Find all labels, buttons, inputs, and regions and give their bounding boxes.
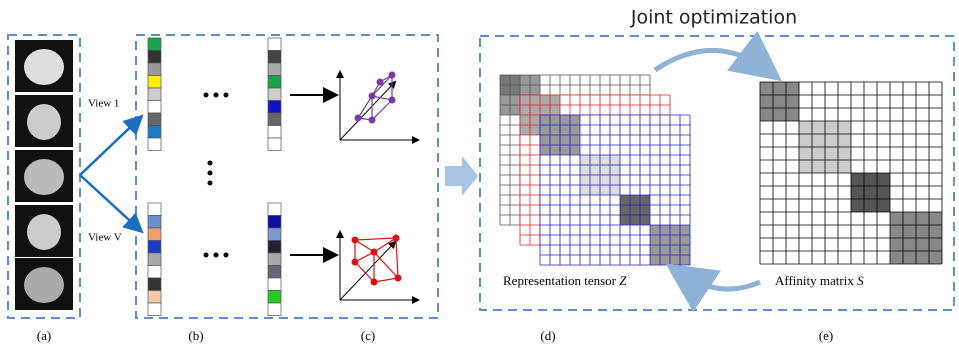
object-shape: [27, 104, 61, 140]
object-shape: [24, 49, 64, 85]
vector-cell: [148, 266, 161, 279]
vector-cell: [268, 266, 281, 279]
node: [389, 72, 396, 79]
vector-cell: [148, 278, 161, 291]
vector-cell: [148, 216, 161, 229]
vector-cell: [148, 113, 161, 126]
vector-cell: [148, 303, 161, 316]
vector-cell: [148, 126, 161, 139]
vector-cell: [148, 88, 161, 101]
object-shape: [24, 267, 64, 303]
edge: [358, 96, 372, 118]
node: [352, 237, 359, 244]
vector-cell: [268, 203, 281, 216]
vector-cell: [268, 241, 281, 254]
node: [371, 279, 378, 286]
tensor: [500, 75, 690, 265]
node: [393, 235, 400, 242]
vector-cell: [148, 138, 161, 151]
edge: [396, 238, 398, 278]
vector-cell: [148, 253, 161, 266]
vector-cell: [148, 76, 161, 89]
vector-cell: [268, 63, 281, 76]
axis: [340, 82, 395, 140]
big-arrow: [445, 156, 478, 196]
edge: [355, 238, 396, 240]
node: [355, 115, 362, 122]
view-arrow: [80, 175, 140, 230]
panel-label: (b): [188, 328, 203, 343]
vector-cell: [268, 138, 281, 151]
vector-cell: [148, 241, 161, 254]
graphs: [340, 72, 418, 301]
ellipsis: [204, 93, 229, 258]
vector-cell: [268, 228, 281, 241]
object-shape: [24, 159, 64, 195]
vector-cell: [148, 63, 161, 76]
vector-cell: [148, 291, 161, 304]
vector-cell: [268, 291, 281, 304]
figure: Joint optimization View 1 View V Represe…: [0, 0, 959, 351]
block: [851, 173, 890, 212]
node: [352, 259, 359, 266]
tensor-symbol: Z: [619, 273, 627, 288]
view-arrow: [80, 118, 140, 175]
axis: [340, 242, 395, 300]
vector-cell: [268, 113, 281, 126]
panel-label: (c): [361, 328, 375, 343]
edge: [355, 262, 374, 282]
edge: [374, 252, 398, 278]
affinity-matrix: [760, 82, 942, 264]
curved-arrow: [678, 272, 760, 289]
panel-label: (a): [37, 328, 51, 343]
vector-cell: [268, 76, 281, 89]
panel-label: (e): [819, 328, 833, 343]
block: [620, 195, 650, 225]
vector-cell: [268, 253, 281, 266]
edge: [374, 278, 398, 282]
node: [377, 79, 384, 86]
title: Joint optimization: [630, 7, 797, 29]
affinity-text: Affinity matrix: [775, 273, 854, 288]
tensor-label: Representation tensor Z: [503, 273, 627, 288]
feature-vectors: [148, 38, 281, 316]
node: [369, 117, 376, 124]
object-images: [15, 40, 73, 310]
block: [760, 82, 799, 121]
node: [369, 93, 376, 100]
node: [389, 97, 396, 104]
vector-cell: [148, 51, 161, 64]
view-label: View 1: [88, 98, 119, 110]
curved-arrow: [655, 50, 770, 72]
vector-cell: [268, 88, 281, 101]
view-label: View V: [88, 232, 122, 244]
vector-cell: [268, 303, 281, 316]
vector-cell: [268, 101, 281, 114]
vector-cell: [268, 126, 281, 139]
vector-cell: [268, 216, 281, 229]
object-shape: [27, 214, 61, 250]
vector-cell: [148, 101, 161, 114]
affinity-label: Affinity matrix S: [775, 273, 864, 288]
vector-cell: [148, 228, 161, 241]
vector-cell: [268, 38, 281, 51]
vector-cell: [148, 203, 161, 216]
edge: [372, 75, 392, 96]
affinity-symbol: S: [857, 273, 864, 288]
node: [395, 275, 402, 282]
tensor-text: Representation tensor: [503, 273, 617, 288]
panel-label: (d): [540, 328, 555, 343]
vector-cell: [268, 51, 281, 64]
vector-cell: [148, 38, 161, 51]
vector-cell: [268, 278, 281, 291]
node: [371, 249, 378, 256]
